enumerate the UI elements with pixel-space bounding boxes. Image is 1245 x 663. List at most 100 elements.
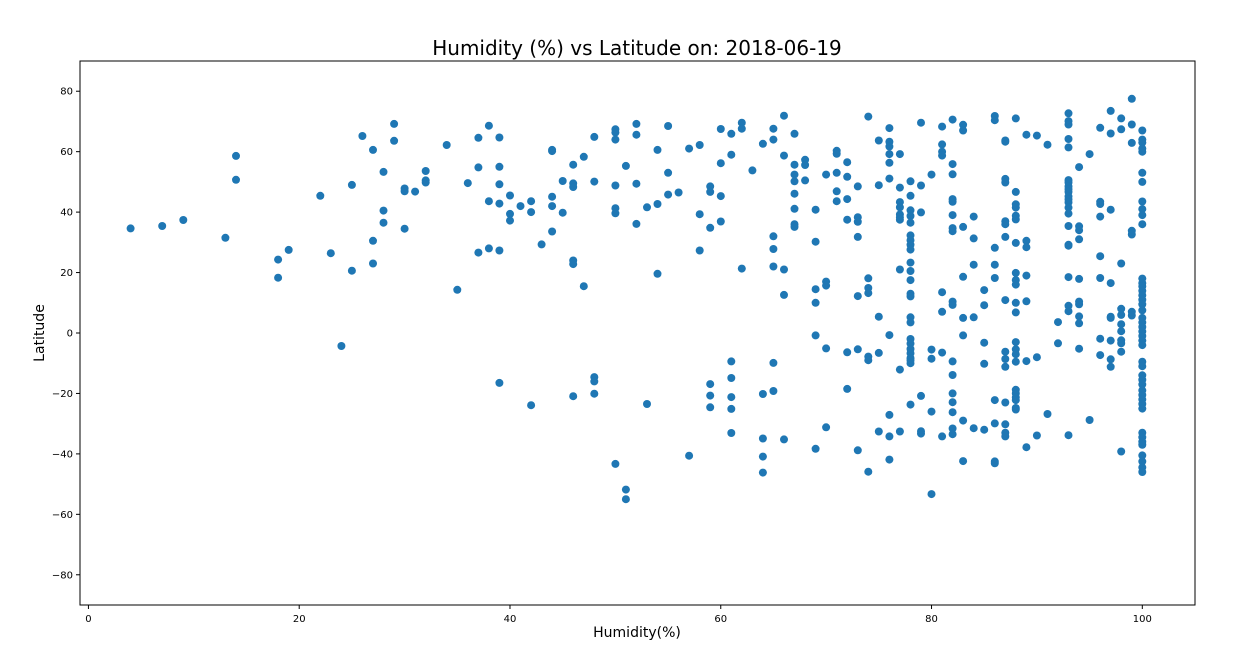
data-point [885,158,894,167]
data-point [664,190,673,199]
data-point [1001,220,1010,229]
data-point [864,289,873,298]
y-tick-label: 20 [60,268,73,279]
data-point [1075,344,1084,353]
x-tick-label: 80 [925,614,938,625]
data-point [1011,203,1020,212]
data-point [969,212,978,221]
data-point [716,217,725,226]
data-point [569,160,578,169]
data-point [358,132,367,140]
data-point [906,292,915,301]
data-point [527,208,536,217]
data-point [1032,353,1041,362]
data-point [1001,398,1010,407]
data-point [990,459,999,468]
data-point [506,216,514,225]
data-point [885,150,894,159]
data-point [948,300,957,309]
data-point [853,182,862,191]
data-point [1075,226,1084,235]
data-point [1043,410,1052,418]
data-point [1001,137,1010,146]
data-point [843,384,852,393]
data-point [917,391,925,400]
data-point [400,224,409,233]
data-point [1096,200,1105,208]
data-point [1138,440,1147,449]
data-point [864,274,873,283]
data-point [822,344,831,353]
data-point [1117,339,1126,348]
data-point [390,136,399,145]
data-point [1096,212,1105,221]
data-point [274,273,283,282]
data-point [611,128,620,137]
data-point [885,174,894,183]
data-point [569,260,578,269]
data-point [474,163,483,172]
scatter-points [126,94,1147,504]
data-point [906,359,915,368]
data-point [969,260,978,269]
plot-frame [79,60,1196,606]
data-point [284,245,293,254]
data-point [1075,312,1084,321]
data-point [379,218,388,227]
data-point [1064,241,1073,250]
data-point [895,427,904,436]
data-point [948,170,957,179]
data-point [811,205,820,214]
data-point [959,120,968,129]
data-point [1138,138,1147,147]
data-point [506,191,514,200]
data-point [938,151,947,160]
data-point [1064,209,1073,218]
data-point [548,192,557,201]
data-point [843,348,852,357]
data-point [379,167,388,176]
y-tick-label: 40 [60,208,73,219]
data-point [990,116,999,125]
data-point [484,121,493,130]
data-point [495,162,504,171]
data-point [864,356,873,365]
data-point [495,246,504,255]
data-point [959,331,968,340]
data-point [874,312,883,321]
data-point [1011,405,1020,414]
data-point [579,152,588,161]
data-point [611,209,620,218]
data-point [537,240,546,249]
data-point [990,260,999,269]
data-point [769,135,778,144]
data-point [1032,431,1041,440]
data-point [1022,243,1031,252]
data-point [1011,396,1020,405]
data-point [927,407,936,416]
data-point [990,419,999,428]
data-point [1022,357,1031,366]
data-point [369,145,377,154]
data-point [474,133,483,142]
data-point [780,151,788,160]
data-point [1011,308,1020,317]
data-point [790,189,799,198]
data-point [527,197,536,206]
data-point [874,181,883,190]
data-point [832,168,841,177]
data-point [1011,238,1020,247]
data-point [653,269,662,278]
data-point [727,404,736,413]
x-tick-label: 20 [293,614,306,625]
data-point [1138,205,1147,214]
data-point [790,160,799,169]
data-point [1064,222,1073,230]
data-point [1001,296,1010,305]
data-point [832,149,841,158]
data-point [400,187,409,196]
data-point [569,183,578,191]
data-point [1075,235,1084,244]
data-point [843,195,852,204]
data-point [780,111,788,120]
